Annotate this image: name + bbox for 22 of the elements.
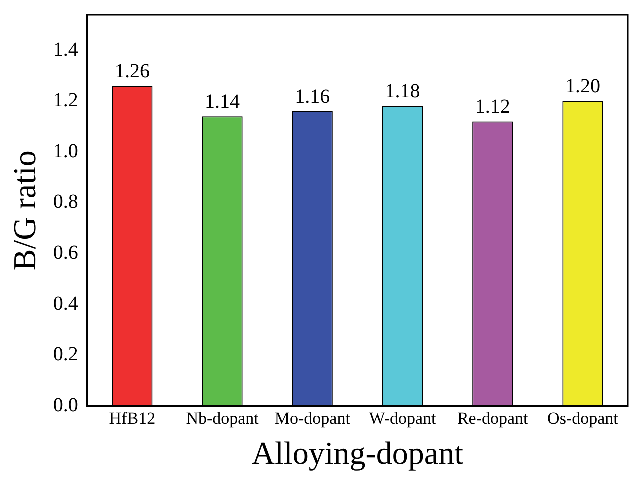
data-label: 1.12 <box>475 96 510 118</box>
x-tick-label: HfB12 <box>109 408 156 428</box>
x-tick-label: Os-dopant <box>548 408 619 428</box>
data-label: 1.26 <box>114 60 150 82</box>
data-label: 1.18 <box>385 80 420 103</box>
text: 0.2 <box>53 344 78 366</box>
text: 0.6 <box>53 242 78 264</box>
text: 1.4 <box>53 38 78 61</box>
text: 1.2 <box>53 90 78 112</box>
x-tick-label: Nb-dopant <box>186 408 260 428</box>
data-label: 1.20 <box>565 76 600 98</box>
data-label: 1.16 <box>295 86 330 108</box>
x-tick-label: W-dopant <box>369 408 437 428</box>
x-tick-label: Mo-dopant <box>274 408 351 428</box>
x-axis-title: Alloying-dopant <box>252 435 464 472</box>
x-tick-label: Re-dopant <box>457 408 529 428</box>
data-label: 1.14 <box>205 90 240 113</box>
text: 1.0 <box>53 140 78 162</box>
text: 0.0 <box>53 394 78 416</box>
text: 0.8 <box>53 191 78 214</box>
text: 0.4 <box>53 292 78 315</box>
y-axis-title: B/G ratio <box>6 150 43 271</box>
